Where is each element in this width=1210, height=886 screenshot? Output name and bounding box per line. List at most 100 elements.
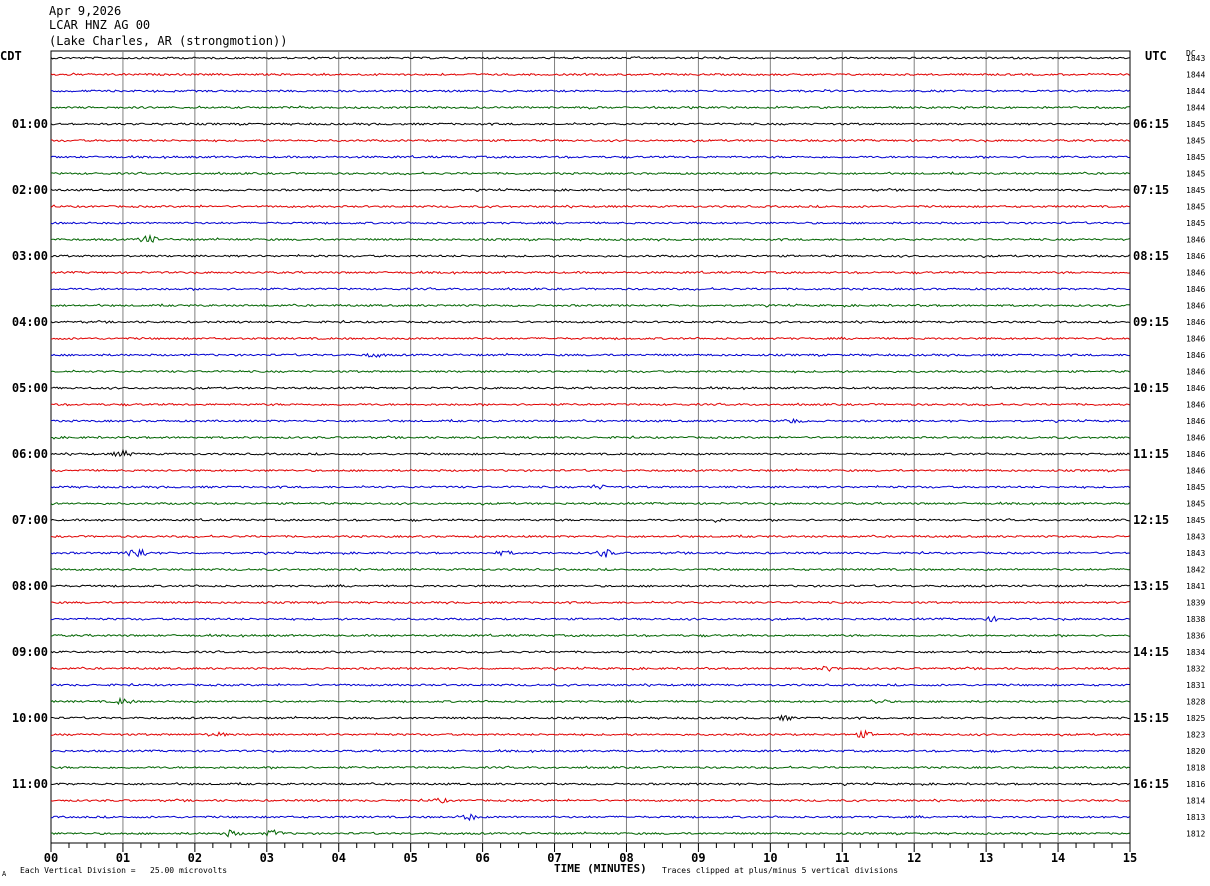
trace-line	[50, 417, 1130, 424]
right-time-label: 12:15	[1133, 513, 1169, 527]
dc-offset-label: 1841	[1186, 582, 1205, 591]
dc-offset-label: 1845	[1186, 170, 1205, 179]
dc-offset-label: 1818	[1186, 764, 1205, 773]
trace-line	[50, 385, 1130, 391]
left-time-label: 02:00	[12, 183, 48, 197]
plot-frame	[50, 50, 1131, 844]
dc-offset-label: 1844	[1186, 104, 1205, 113]
x-tick-label: 12	[907, 851, 921, 865]
x-tick-label: 11	[835, 851, 849, 865]
trace-line	[50, 600, 1130, 605]
right-time-label: 10:15	[1133, 381, 1169, 395]
trace-line	[50, 187, 1130, 193]
trace-line	[50, 55, 1130, 60]
dc-offset-label: 1845	[1186, 186, 1205, 195]
dc-offset-label: 1846	[1186, 368, 1205, 377]
trace-line	[50, 303, 1130, 308]
trace-line	[50, 665, 1130, 672]
trace-line	[50, 781, 1130, 787]
trace-line	[50, 633, 1130, 638]
trace-line	[50, 813, 1130, 822]
dc-offset-label: 1846	[1186, 384, 1205, 393]
left-time-label: 03:00	[12, 249, 48, 263]
x-tick-label: 02	[188, 851, 202, 865]
x-tick-label: 00	[44, 851, 58, 865]
right-time-label: 13:15	[1133, 579, 1169, 593]
trace-line	[50, 105, 1130, 110]
trace-line	[51, 714, 1130, 722]
dc-offset-label: 1828	[1186, 698, 1205, 707]
x-tick-label: 06	[475, 851, 489, 865]
corner-mark: A	[2, 870, 7, 878]
x-tick-label: 15	[1123, 851, 1137, 865]
trace-line	[50, 729, 1130, 739]
dc-offset-label: 1844	[1186, 71, 1205, 80]
trace-line	[50, 448, 1130, 458]
dc-offset-label: 1834	[1186, 648, 1205, 657]
seismic-traces: 1843 1844 1844 1844 1845 1845 1845 1845 1845 1845…	[50, 54, 1205, 839]
dc-offset-label: 1812	[1186, 830, 1205, 839]
right-time-label: 15:15	[1133, 711, 1169, 725]
trace-line	[50, 696, 1130, 706]
dc-offset-label: 1846	[1186, 450, 1205, 459]
dc-offset-label: 1831	[1186, 681, 1205, 690]
dc-offset-label: 1845	[1186, 153, 1205, 162]
dc-offset-label: 1823	[1186, 731, 1205, 740]
trace-line	[50, 154, 1130, 160]
dc-offset-label: 1839	[1186, 599, 1205, 608]
trace-line	[50, 319, 1130, 325]
dc-offset-label: 1825	[1186, 714, 1205, 723]
trace-line	[50, 829, 1130, 838]
x-tick-label: 13	[979, 851, 993, 865]
clip-note: Traces clipped at plus/minus 5 vertical …	[662, 866, 899, 875]
x-tick-label: 14	[1051, 851, 1065, 865]
dc-offset-label: 1846	[1186, 417, 1205, 426]
right-time-label: 11:15	[1133, 447, 1169, 461]
dc-offset-label: 1846	[1186, 401, 1205, 410]
dc-offset-label: 1843	[1186, 549, 1205, 558]
dc-offset-label: 1844	[1186, 87, 1205, 96]
trace-line	[50, 204, 1130, 209]
left-time-label: 01:00	[12, 117, 48, 131]
trace-line	[50, 171, 1130, 176]
trace-line	[50, 336, 1130, 341]
x-tick-label: 04	[332, 851, 346, 865]
header-date: Apr 9,2026	[49, 4, 122, 18]
x-tick-label: 10	[763, 851, 777, 865]
trace-line	[50, 797, 1130, 804]
left-time-label: 06:00	[12, 447, 48, 461]
right-timezone-label: UTC	[1145, 49, 1167, 63]
dc-offset-label: 1846	[1186, 302, 1205, 311]
dc-offset-label: 1842	[1186, 566, 1205, 575]
trace-line	[50, 72, 1130, 77]
trace-line	[50, 286, 1130, 292]
dc-offset-label: 1845	[1186, 500, 1205, 509]
trace-line	[50, 402, 1130, 407]
dc-offset-label: 1846	[1186, 335, 1205, 344]
dc-offset-label: 1813	[1186, 813, 1205, 822]
trace-line	[50, 369, 1130, 374]
x-axis-title: TIME (MINUTES)	[554, 862, 647, 875]
left-time-label: 07:00	[12, 513, 48, 527]
trace-line	[51, 435, 1130, 440]
dc-offset-label: 1843	[1186, 533, 1205, 542]
x-tick-label: 09	[691, 851, 705, 865]
dc-offset-label: 1846	[1186, 269, 1205, 278]
dc-offset-label: 1846	[1186, 285, 1205, 294]
right-time-label: 07:15	[1133, 183, 1169, 197]
dc-offset-label: 1832	[1186, 665, 1205, 674]
trace-line	[50, 583, 1130, 588]
trace-line	[50, 517, 1130, 523]
trace-line	[50, 121, 1130, 127]
dc-offset-label: 1814	[1186, 797, 1205, 806]
trace-line	[50, 765, 1130, 770]
vertical-division-note: Each Vertical Division = 25.00 microvolt…	[20, 866, 228, 875]
header-station: LCAR HNZ AG 00	[49, 18, 151, 32]
dc-offset-label: 1846	[1186, 467, 1205, 476]
trace-line	[50, 484, 1130, 490]
trace-line	[50, 682, 1130, 688]
right-time-label: 09:15	[1133, 315, 1169, 329]
minute-gridlines	[122, 51, 1059, 843]
dc-offset-label: 1846	[1186, 236, 1205, 245]
trace-line	[50, 468, 1130, 473]
